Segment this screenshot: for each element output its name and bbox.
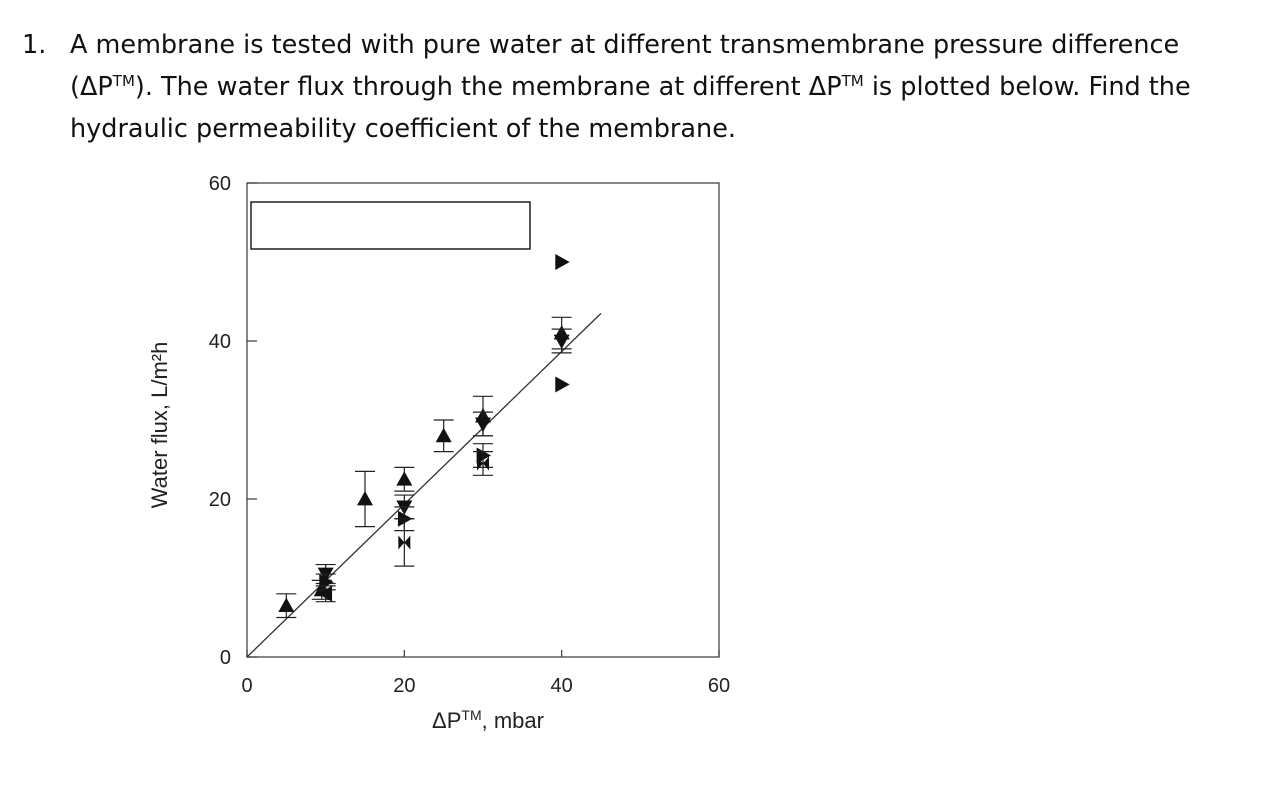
y-tick-label-40: 40 bbox=[209, 331, 231, 353]
question-text-part2: ). The water flux through the membrane a… bbox=[134, 72, 842, 102]
data-point-up-5 bbox=[357, 491, 373, 506]
x-axis-label-suffix: , mbar bbox=[482, 708, 544, 733]
question-text-part3: is plotted below. Find the hydraulic per… bbox=[70, 72, 1191, 144]
x-tick-label-40: 40 bbox=[551, 675, 573, 697]
y-tick-label-0: 0 bbox=[220, 647, 231, 669]
data-point-left-4 bbox=[317, 585, 333, 602]
data-point-down-16 bbox=[553, 334, 570, 349]
fit-line bbox=[246, 312, 602, 658]
x-axis-label-sup: TM bbox=[461, 707, 481, 723]
y-axis-label: Water flux, L/m²h bbox=[147, 342, 172, 509]
question-text-part1: A membrane is tested with pure water at … bbox=[70, 30, 1180, 102]
question-superscript-2: TM bbox=[841, 72, 864, 90]
question-text: A membrane is tested with pure water at … bbox=[70, 24, 1252, 150]
question-number: 1. bbox=[22, 30, 47, 60]
axes-layer: 0 20 40 60 0 20 40 60 bbox=[209, 173, 730, 697]
question-superscript-1: TM bbox=[112, 72, 135, 90]
y-tick-label-20: 20 bbox=[209, 489, 231, 511]
data-point-up-0 bbox=[278, 597, 295, 613]
marks-layer bbox=[246, 254, 602, 658]
y-tick-label-60: 60 bbox=[209, 173, 231, 195]
x-tick-label-60: 60 bbox=[708, 675, 730, 697]
question-block: 1. A membrane is tested with pure water … bbox=[22, 24, 1252, 150]
data-point-bowtie-14 bbox=[477, 456, 489, 471]
x-tick-label-0: 0 bbox=[241, 675, 252, 697]
plot-area-frame bbox=[246, 182, 720, 658]
data-point-up-6 bbox=[396, 471, 413, 486]
data-point-bowtie-9 bbox=[398, 535, 411, 550]
data-point-up-10 bbox=[435, 427, 452, 443]
x-tick-label-20: 20 bbox=[393, 675, 415, 697]
x-axis-label-main: ΔP bbox=[432, 708, 461, 733]
data-point-right-17 bbox=[555, 254, 570, 270]
data-point-right-18 bbox=[555, 376, 570, 393]
data-point-down-12 bbox=[475, 417, 491, 432]
x-axis-label: ΔPTM, mbar bbox=[432, 707, 544, 733]
legend-box bbox=[250, 201, 531, 250]
